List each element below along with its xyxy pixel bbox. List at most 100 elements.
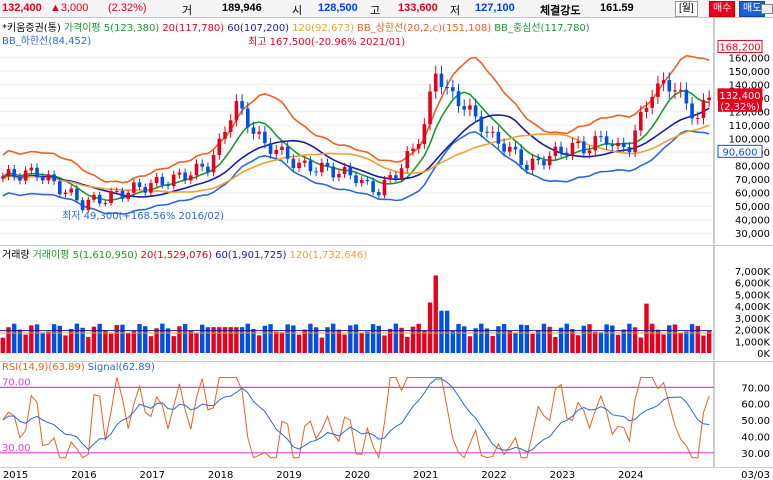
- ma60-legend: 60(107,200): [227, 23, 290, 34]
- volume-bar: [359, 332, 364, 353]
- high-annotation: 최고 167,500(-20.96% 2021/01): [248, 37, 406, 48]
- volume-bar: [160, 323, 165, 353]
- open-value: 128,500: [318, 2, 358, 14]
- vol-ma5-legend: 거래이평 5(1,610,950): [32, 250, 138, 261]
- volume-bar: [86, 336, 91, 353]
- candle-body: [411, 148, 415, 151]
- volume-bar: [6, 327, 11, 353]
- rsi-legend: RSI(14,9)(63.89) Signal(62.89): [2, 362, 158, 373]
- volume-label: 거: [182, 5, 193, 17]
- candle-body: [433, 73, 438, 92]
- volume-bar: [80, 327, 85, 353]
- x-axis: 2015 2016 2017 2018 2019 2020 2021 2022 2023 2024…: [0, 467, 773, 480]
- volume-bar: [484, 328, 490, 353]
- volume-bar: [125, 333, 131, 353]
- price-change-pct: (2.32%): [108, 2, 147, 14]
- price-change: ▲3,000: [50, 2, 89, 14]
- badge-high-price: 168,200: [719, 42, 760, 53]
- low-label: 저: [450, 5, 461, 17]
- candle-body: [564, 152, 569, 156]
- volume-bar: [536, 330, 541, 353]
- candle-body: [86, 199, 91, 211]
- candle-body: [690, 103, 694, 119]
- volume-bar: [137, 323, 142, 353]
- volume-bar: [211, 327, 216, 353]
- candle-body: [610, 144, 615, 147]
- candle-body: [422, 124, 427, 145]
- volume-bar: [205, 327, 211, 353]
- volume-bar: [51, 324, 57, 353]
- volume-bar: [433, 275, 438, 353]
- volume-bar: [279, 332, 285, 353]
- volume-bar: [479, 323, 484, 353]
- candle-body: [337, 173, 341, 178]
- price-pane[interactable]: 160,000150,000140,000130,000120,000110,0…: [0, 18, 773, 244]
- ma120-line: [2, 124, 710, 194]
- candle-body: [97, 194, 102, 204]
- candle-body: [667, 80, 672, 92]
- volume-bar: [97, 323, 102, 353]
- signal-line: [2, 378, 710, 453]
- candle-body: [234, 101, 239, 121]
- candle-body: [354, 175, 358, 184]
- candle-body: [468, 105, 472, 110]
- candle-body: [194, 163, 199, 176]
- price-tick-label: 150,000: [729, 67, 770, 78]
- volume-bar: [171, 336, 176, 353]
- candle-body: [297, 162, 301, 169]
- volume-bar: [69, 328, 74, 353]
- panel-toggle-icon[interactable]: [761, 4, 773, 14]
- rsi-chart: 70.00 30.00 70.00 60.00 50.00 40.00 30.00: [0, 360, 773, 467]
- candle-body: [445, 87, 449, 89]
- candle-body: [285, 146, 290, 159]
- volume-bar: [319, 337, 325, 353]
- candle-body: [502, 143, 506, 152]
- volume-bar: [507, 331, 512, 353]
- vol-ma60-legend: 60(1,901,725): [215, 250, 287, 261]
- badge-low-price-box: [717, 144, 763, 158]
- candle-body: [274, 149, 279, 155]
- volume-bar: [422, 330, 427, 353]
- volume-bar: [450, 330, 456, 353]
- volume-bar: [644, 303, 649, 353]
- candle-body: [428, 91, 432, 125]
- volume-bar: [91, 326, 97, 353]
- candle-body: [644, 107, 649, 112]
- candle-body: [302, 160, 307, 163]
- volume-bar: [29, 325, 34, 353]
- volume-bar: [456, 323, 461, 353]
- volume-bar: [593, 331, 598, 353]
- volume-bar: [234, 327, 239, 353]
- period-button[interactable]: [월]: [675, 1, 698, 17]
- ma60-line: [2, 107, 710, 198]
- candle-body: [109, 191, 113, 204]
- volume-bar: [365, 331, 370, 353]
- volume-bar: [194, 333, 199, 353]
- volume-bar: [444, 310, 450, 353]
- price-tick-label: 160,000: [729, 54, 770, 65]
- volume-bar: [701, 335, 706, 353]
- candle-body: [536, 158, 541, 161]
- volume-bar: [12, 323, 17, 353]
- volume-bar: [627, 323, 632, 353]
- candle-body: [530, 158, 535, 170]
- candle-body: [228, 120, 233, 133]
- volume-bar: [615, 334, 621, 353]
- buy-button[interactable]: 매수: [709, 1, 736, 17]
- candle-body: [604, 136, 609, 145]
- volume-bar: [0, 337, 6, 353]
- candle-body: [149, 183, 153, 193]
- volume-bar: [353, 324, 359, 353]
- candle-body: [479, 116, 484, 132]
- volume-bar: [393, 323, 399, 353]
- candle-body: [382, 179, 387, 196]
- badge-current-price: 132,400: [719, 91, 760, 102]
- rsi-pane[interactable]: 70.00 30.00 70.00 60.00 50.00 40.00 30.00 RSI(…: [0, 360, 773, 467]
- vol-ma20-legend: 20(1,529,076): [140, 250, 213, 261]
- candle-body: [40, 177, 45, 181]
- rsi-line: [2, 377, 710, 460]
- volume-bar: [376, 325, 381, 353]
- candle-body: [399, 168, 404, 179]
- volume-bar: [684, 331, 689, 353]
- volume-pane[interactable]: 7,000K 6,000K 5,000K 4,000K 3,000K 2,000K 1,00…: [0, 244, 773, 360]
